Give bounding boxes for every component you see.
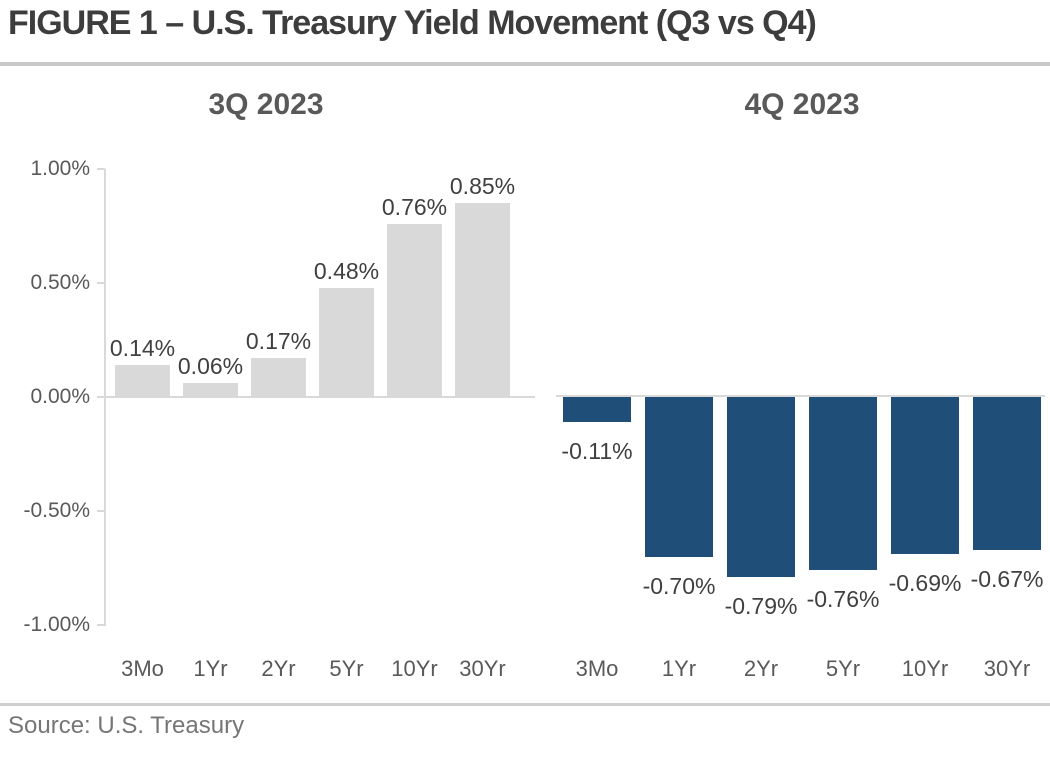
q3-value-label-5yr: 0.48% <box>313 258 380 284</box>
q3-x-axis-label-5yr: 5Yr <box>329 656 364 681</box>
y-axis-tick-mark <box>97 624 105 626</box>
q3-value-label-1yr: 0.06% <box>177 353 244 379</box>
title-divider <box>0 62 1050 66</box>
y-axis-tick-label: 1.00% <box>30 157 90 180</box>
chart-title-3q-2023: 3Q 2023 <box>208 88 324 121</box>
q3-bar-3mo <box>115 365 170 397</box>
q3-x-axis-label-1yr: 1Yr <box>193 656 228 681</box>
q4-bar-3mo <box>563 397 631 422</box>
q3-bar-1yr <box>183 383 238 397</box>
q4-bar-1yr <box>645 397 713 557</box>
q3-value-label-2yr: 0.17% <box>245 328 312 354</box>
y-axis-tick-mark <box>97 510 105 512</box>
q4-x-axis-label-2yr: 2Yr <box>743 656 779 681</box>
y-axis-tick-mark <box>97 168 105 170</box>
q4-x-axis-label-10yr: 10Yr <box>901 656 949 681</box>
figure-title: FIGURE 1 – U.S. Treasury Yield Movement … <box>8 4 817 42</box>
q3-x-axis-label-3mo: 3Mo <box>121 656 164 681</box>
y-axis-tick-label: -0.50% <box>23 499 90 522</box>
q4-value-label-1yr: -0.70% <box>642 573 716 599</box>
q4-value-label-10yr: -0.69% <box>888 570 962 596</box>
y-axis-tick-label: 0.00% <box>30 385 90 408</box>
q3-value-label-10yr: 0.76% <box>381 194 448 220</box>
q4-x-axis-label-30yr: 30Yr <box>983 656 1031 681</box>
q4-x-axis-label-3mo: 3Mo <box>575 656 619 681</box>
q4-value-label-3mo: -0.11% <box>561 438 633 464</box>
q4-x-axis-label-1yr: 1Yr <box>661 656 697 681</box>
q4-bar-5yr <box>809 397 877 570</box>
chart-title-4q-2023: 4Q 2023 <box>744 88 860 121</box>
q3-bar-30yr <box>455 203 510 397</box>
q4-value-label-30yr: -0.67% <box>970 566 1044 592</box>
q4-value-label-5yr: -0.76% <box>806 586 880 612</box>
q3-x-axis-label-10yr: 10Yr <box>391 656 438 681</box>
q4-x-axis-label-5yr: 5Yr <box>825 656 861 681</box>
q3-value-label-30yr: 0.85% <box>449 173 516 199</box>
q3-bar-10yr <box>387 224 442 397</box>
q4-value-label-2yr: -0.79% <box>724 593 798 619</box>
q4-bar-2yr <box>727 397 795 577</box>
y-axis-tick-mark <box>97 396 105 398</box>
q3-value-label-3mo: 0.14% <box>109 335 176 361</box>
q3-bar-2yr <box>251 358 306 397</box>
y-axis-tick-mark <box>97 282 105 284</box>
q4-bar-10yr <box>891 397 959 554</box>
source-text: Source: U.S. Treasury <box>8 712 245 739</box>
q3-bar-5yr <box>319 288 374 397</box>
q4-zero-baseline <box>556 395 1045 397</box>
q3-x-axis-label-2yr: 2Yr <box>261 656 296 681</box>
y-axis-tick-label: 0.50% <box>30 271 90 294</box>
footer-divider <box>0 703 1050 706</box>
y-axis-tick-label: -1.00% <box>23 613 90 636</box>
q3-zero-baseline <box>105 396 535 398</box>
q3-x-axis-label-30yr: 30Yr <box>459 656 506 681</box>
q4-bar-30yr <box>973 397 1041 550</box>
